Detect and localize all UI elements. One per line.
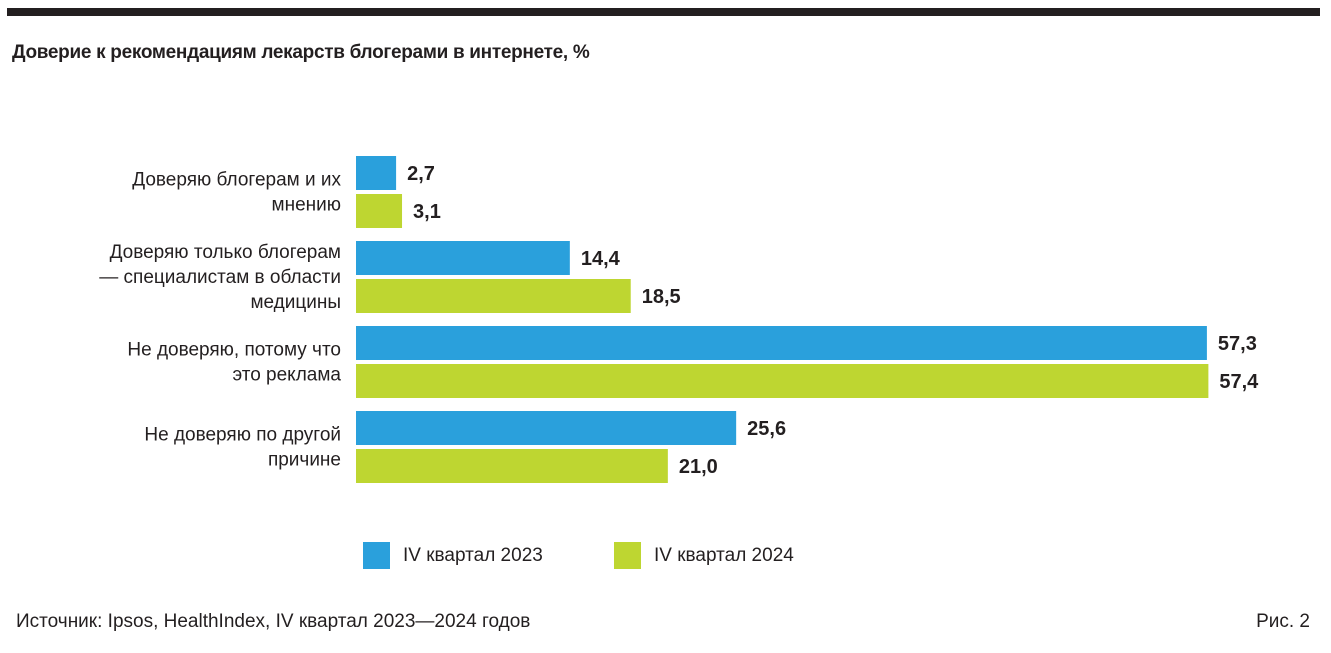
- value-label: 2,7: [407, 163, 435, 185]
- source-note: Источник: Ipsos, HealthIndex, IV квартал…: [16, 611, 531, 632]
- bar-2023: [356, 241, 570, 275]
- category-label: Не доверяю по другой причине: [144, 425, 341, 471]
- value-label: 3,1: [413, 201, 441, 223]
- legend-label-2023: IV квартал 2023: [403, 544, 543, 566]
- bar-2023: [356, 156, 397, 190]
- bar-2024: [356, 364, 1209, 398]
- bar-2024: [356, 194, 403, 228]
- category-label-line: Не доверяю, потому что: [127, 340, 341, 361]
- figure-number: Рис. 2: [1256, 611, 1310, 632]
- chart-title: Доверие к рекомендациям лекарств блогера…: [12, 42, 590, 63]
- category-label-line: медицины: [250, 292, 341, 313]
- category-label: Не доверяю, потому что это реклама: [127, 340, 341, 386]
- value-label: 21,0: [679, 456, 718, 478]
- legend-label-2024: IV квартал 2024: [654, 544, 794, 566]
- value-label: 57,4: [1219, 371, 1259, 393]
- bar-2023: [356, 411, 737, 445]
- category-label-line: причине: [268, 450, 341, 471]
- value-label: 18,5: [642, 286, 681, 308]
- bar-2023: [356, 326, 1207, 360]
- legend-item-2023: IV квартал 2023: [363, 542, 543, 569]
- category-label-line: — специалистам в области: [99, 267, 341, 288]
- category-label-line: Доверяю блогерам и их: [132, 170, 341, 191]
- legend-swatch-2023: [363, 542, 390, 569]
- category-label-line: Доверяю только блогерам: [110, 242, 341, 263]
- bar-2024: [356, 279, 631, 313]
- category-label: Доверяю только блогерам — специалистам в …: [99, 242, 341, 313]
- legend-swatch-2024: [614, 542, 641, 569]
- legend-item-2024: IV квартал 2024: [614, 542, 794, 569]
- category-label: Доверяю блогерам и их мнению: [132, 170, 341, 216]
- top-rule: [7, 8, 1320, 16]
- value-label: 14,4: [581, 248, 621, 270]
- category-label-line: это реклама: [232, 365, 341, 386]
- bar-2024: [356, 449, 668, 483]
- category-label-line: Не доверяю по другой: [144, 425, 341, 446]
- category-label-line: мнению: [272, 195, 341, 216]
- value-label: 25,6: [747, 418, 786, 440]
- value-label: 57,3: [1218, 333, 1257, 355]
